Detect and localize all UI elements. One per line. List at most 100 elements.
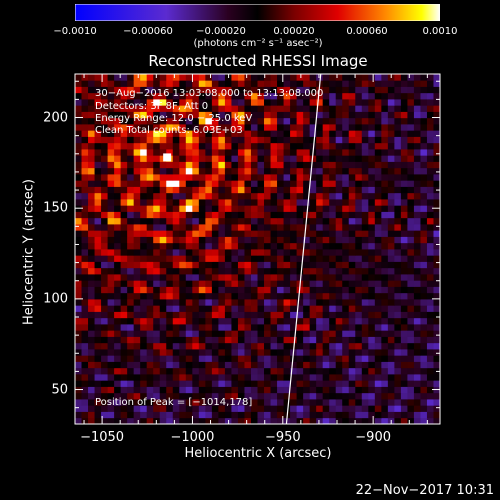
heatmap-cell: [120, 255, 128, 262]
peak-position-label: Position of Peak = [−1014,178]: [95, 397, 253, 408]
heatmap-cell: [381, 236, 389, 244]
heatmap-cell: [407, 292, 415, 300]
heatmap-cell: [146, 236, 154, 244]
heatmap-cell: [270, 330, 278, 337]
heatmap-cell: [159, 124, 167, 131]
heatmap-cell: [413, 336, 421, 344]
heatmap-cell: [88, 174, 95, 181]
heatmap-cell: [277, 292, 284, 300]
heatmap-cell: [107, 324, 115, 331]
heatmap-cell: [185, 199, 193, 206]
heatmap-cell: [277, 105, 284, 112]
heatmap-cell: [120, 349, 128, 356]
heatmap-cell: [329, 149, 337, 156]
heatmap-cell: [114, 411, 122, 419]
heatmap-cell: [361, 280, 369, 287]
heatmap-cell: [374, 355, 382, 362]
heatmap-cell: [185, 361, 193, 369]
heatmap-cell: [361, 255, 369, 262]
heatmap-cell: [75, 86, 82, 94]
heatmap-cell: [329, 299, 337, 306]
heatmap-cell: [381, 317, 389, 325]
heatmap-cell: [88, 411, 95, 419]
heatmap-cell: [400, 74, 408, 81]
heatmap-cell: [303, 186, 311, 194]
heatmap-cell: [394, 186, 402, 194]
heatmap-cell: [407, 255, 415, 262]
heatmap-cell: [81, 155, 89, 162]
heatmap-cell: [309, 80, 317, 87]
heatmap-cell: [237, 324, 245, 331]
heatmap-cell: [257, 417, 265, 425]
heatmap-cell: [322, 411, 330, 419]
heatmap-cell: [205, 317, 213, 325]
heatmap-cell: [179, 242, 187, 250]
heatmap-cell: [329, 111, 337, 119]
heatmap-cell: [270, 86, 278, 94]
heatmap-cell: [140, 136, 148, 144]
heatmap-cell: [140, 374, 148, 381]
heatmap-cell: [322, 261, 330, 269]
heatmap-cell: [387, 86, 395, 94]
heatmap-cell: [172, 324, 180, 331]
heatmap-cell: [198, 292, 206, 300]
heatmap-cell: [133, 86, 141, 94]
heatmap-cell: [303, 305, 311, 312]
heatmap-cell: [335, 205, 343, 212]
heatmap-cell: [348, 80, 356, 87]
heatmap-cell: [309, 355, 317, 362]
heatmap-cell: [426, 299, 434, 306]
heatmap-cell: [133, 349, 141, 356]
heatmap-cell: [114, 330, 122, 337]
heatmap-cell: [205, 199, 213, 206]
heatmap-cell: [290, 286, 298, 294]
heatmap-cell: [127, 217, 135, 225]
heatmap-cell: [146, 324, 154, 331]
heatmap-cell: [94, 367, 102, 375]
heatmap-cell: [329, 336, 337, 344]
heatmap-cell: [355, 199, 363, 206]
heatmap-cell: [381, 180, 389, 187]
heatmap-cell: [101, 399, 108, 406]
heatmap-cell: [146, 392, 154, 400]
heatmap-cell: [172, 161, 180, 169]
heatmap-cell: [244, 174, 252, 181]
heatmap-cell: [368, 117, 376, 125]
heatmap-cell: [426, 405, 434, 412]
heatmap-cell: [322, 286, 330, 294]
heatmap-cell: [140, 111, 148, 119]
heatmap-cell: [420, 224, 428, 231]
heatmap-cell: [140, 317, 148, 325]
heatmap-cell: [211, 224, 219, 231]
heatmap-cell: [224, 355, 232, 362]
heatmap-cell: [322, 80, 330, 87]
heatmap-cell: [368, 280, 376, 287]
heatmap-cell: [322, 367, 330, 375]
heatmap-cell: [185, 317, 193, 325]
heatmap-cell: [211, 349, 219, 356]
heatmap-cell: [400, 161, 408, 169]
heatmap-cell: [413, 361, 421, 369]
heatmap-cell: [140, 161, 148, 169]
heatmap-cell: [426, 274, 434, 281]
heatmap-cell: [342, 74, 350, 81]
heatmap-cell: [433, 342, 441, 350]
heatmap-cell: [400, 167, 408, 175]
heatmap-cell: [179, 280, 187, 287]
heatmap-cell: [290, 130, 298, 137]
heatmap-cell: [192, 117, 200, 125]
heatmap-cell: [127, 399, 135, 406]
heatmap-cell: [107, 149, 115, 156]
heatmap-cell: [335, 217, 343, 225]
heatmap-cell: [159, 249, 167, 256]
heatmap-cell: [127, 74, 135, 81]
heatmap-cell: [224, 367, 232, 375]
heatmap-cell: [205, 111, 213, 119]
heatmap-cell: [277, 136, 284, 144]
heatmap-cell: [264, 149, 271, 156]
heatmap-cell: [153, 392, 161, 400]
heatmap-cell: [250, 211, 258, 219]
heatmap-cell: [179, 305, 187, 312]
heatmap-cell: [94, 286, 102, 294]
heatmap-cell: [231, 317, 239, 325]
